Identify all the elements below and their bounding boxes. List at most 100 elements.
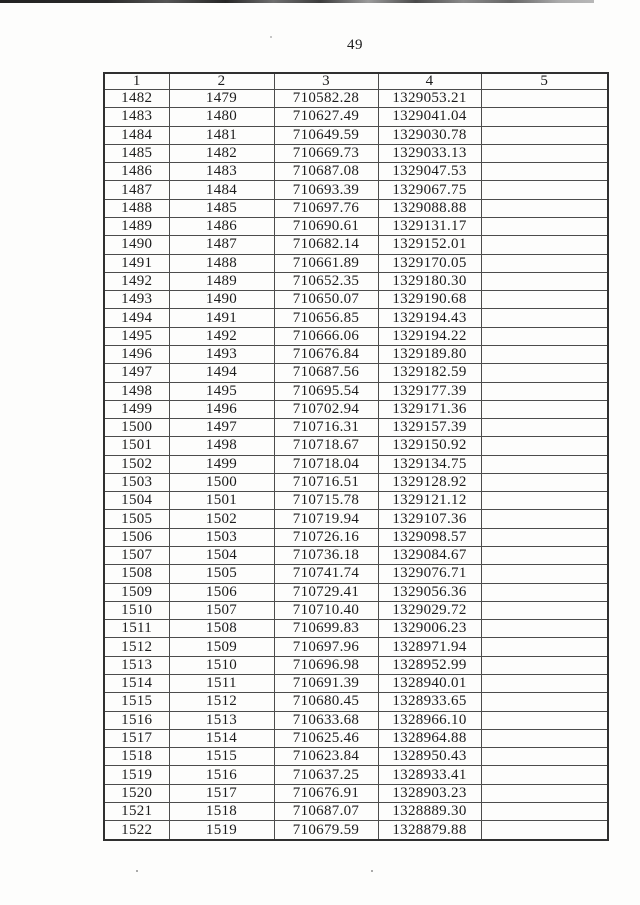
scan-speck (136, 870, 138, 872)
table-cell: 1483 (103, 107, 170, 127)
table-cell: 1328971.94 (377, 637, 482, 657)
table-cell: 1495 (103, 326, 170, 346)
table-cell (480, 619, 609, 639)
table-row: 1510 1507 710710.40 1329029.72 (103, 600, 609, 621)
table-cell: 710710.40 (273, 600, 379, 621)
table-cell: 1501 (168, 491, 275, 511)
table-row: 1496 1493 710676.84 1329189.80 (103, 344, 609, 365)
table-cell: 710699.83 (273, 619, 379, 639)
table-cell: 1328933.65 (377, 692, 482, 712)
table-cell: 710582.28 (273, 88, 379, 109)
table-row: 1519 1516 710637.25 1328933.41 (103, 765, 609, 785)
table-cell (480, 344, 609, 365)
table-cell (480, 582, 609, 602)
table-cell: 1497 (103, 363, 170, 383)
table-row: 1490 1487 710682.14 1329152.01 (103, 235, 609, 255)
table-row: 1499 1496 710702.94 1329171.36 (103, 399, 609, 420)
scan-artifact-top-edge (0, 0, 594, 3)
table-cell: 1495 (168, 381, 275, 401)
table-cell: 1501 (103, 436, 170, 456)
table-cell: 1493 (103, 290, 170, 310)
table-cell: 1522 (103, 820, 170, 841)
table-cell: 1494 (168, 363, 275, 383)
table-cell: 1487 (168, 235, 275, 255)
table-cell: 710625.46 (273, 728, 379, 749)
table-cell: 1488 (103, 198, 170, 218)
table-cell: 1510 (168, 655, 275, 676)
table-cell: 1329194.43 (377, 308, 482, 328)
table-row: 1513 1510 710696.98 1328952.99 (103, 655, 609, 676)
table-cell (480, 747, 609, 767)
table-cell: 1509 (168, 637, 275, 657)
table-cell: 1505 (168, 564, 275, 584)
table-cell (480, 143, 609, 164)
table-cell: 710633.68 (273, 710, 379, 730)
table-cell: 1500 (103, 418, 170, 438)
table-cell: 1329041.04 (377, 107, 482, 127)
table-cell: 1520 (103, 783, 170, 803)
table-cell (480, 692, 609, 712)
table-cell: 1479 (168, 88, 275, 109)
table-cell (480, 216, 609, 237)
table-cell: 1485 (168, 198, 275, 218)
table-row: 1487 1484 710693.39 1329067.75 (103, 180, 609, 200)
table-row: 1512 1509 710697.96 1328971.94 (103, 637, 609, 657)
table-cell: 710697.96 (273, 637, 379, 657)
table-cell: 1329053.21 (377, 88, 482, 109)
table-cell: 1328964.88 (377, 728, 482, 749)
table-cell: 1481 (168, 125, 275, 145)
table-cell (480, 180, 609, 200)
table-row: 1485 1482 710669.73 1329033.13 (103, 143, 609, 164)
table-cell: 1503 (168, 527, 275, 548)
table-cell: 1329182.59 (377, 363, 482, 383)
table-row: 1482 1479 710582.28 1329053.21 (103, 88, 609, 109)
table-cell: 1496 (103, 344, 170, 365)
table-row: 1505 1502 710719.94 1329107.36 (103, 509, 609, 529)
table-cell: 1489 (103, 216, 170, 237)
table-cell: 1329194.22 (377, 326, 482, 346)
table-cell (480, 710, 609, 730)
table-cell: 1329029.72 (377, 600, 482, 621)
table-cell: 710726.16 (273, 527, 379, 548)
table-cell (480, 637, 609, 657)
table-cell: 1328889.30 (377, 801, 482, 822)
table-cell: 1328879.88 (377, 820, 482, 841)
table-cell: 1329171.36 (377, 399, 482, 420)
table-row: 1514 1511 710691.39 1328940.01 (103, 673, 609, 694)
table-row: 1498 1495 710695.54 1329177.39 (103, 381, 609, 401)
table-cell: 1328966.10 (377, 710, 482, 730)
table-cell: 1483 (168, 162, 275, 182)
table-cell: 1503 (103, 472, 170, 493)
table-cell: 1516 (168, 765, 275, 785)
table-cell: 710656.85 (273, 308, 379, 328)
table-cell: 1488 (168, 253, 275, 273)
table-body: 1482 1479 710582.28 1329053.21 1483 1480 71062… (103, 88, 609, 841)
table-cell: 1329067.75 (377, 180, 482, 200)
table-cell (480, 88, 609, 109)
table-row: 1502 1499 710718.04 1329134.75 (103, 454, 609, 474)
table-cell (480, 527, 609, 548)
table-cell (480, 564, 609, 584)
table-cell (480, 509, 609, 529)
table-cell: 1489 (168, 271, 275, 292)
table-cell: 710637.25 (273, 765, 379, 785)
table-cell: 1329190.68 (377, 290, 482, 310)
table-cell: 1492 (168, 326, 275, 346)
table-cell: 1514 (168, 728, 275, 749)
table-cell: 1519 (168, 820, 275, 841)
table-cell: 1517 (103, 728, 170, 749)
table-row: 1507 1504 710736.18 1329084.67 (103, 546, 609, 566)
table-cell: 1328903.23 (377, 783, 482, 803)
table-cell: 1514 (103, 673, 170, 694)
table-cell: 710718.67 (273, 436, 379, 456)
table-row: 1486 1483 710687.08 1329047.53 (103, 162, 609, 182)
table-cell: 710718.04 (273, 454, 379, 474)
table-cell (480, 162, 609, 182)
table-cell: 1329170.05 (377, 253, 482, 273)
table-cell: 1513 (168, 710, 275, 730)
table-cell: 1509 (103, 582, 170, 602)
table-cell: 710649.59 (273, 125, 379, 145)
table-cell: 1502 (103, 454, 170, 474)
table-cell: 1512 (103, 637, 170, 657)
